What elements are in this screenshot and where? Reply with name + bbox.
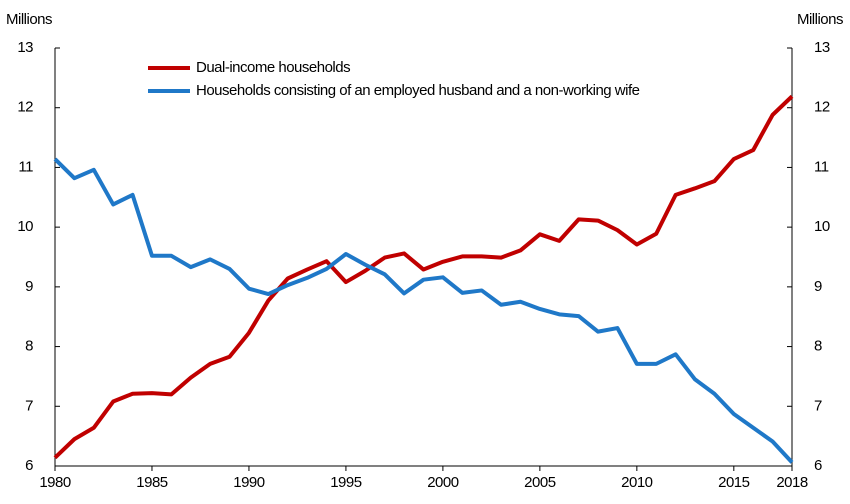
y2-tick-label: 7 bbox=[814, 397, 822, 414]
y2-tick-label: 8 bbox=[814, 338, 822, 355]
y-tick-label: 6 bbox=[25, 457, 33, 474]
y2-tick-label: 11 bbox=[814, 158, 829, 175]
x-tick-label: 2018 bbox=[776, 474, 808, 491]
y2-tick-label: 12 bbox=[814, 99, 830, 116]
x-tick-label: 1985 bbox=[136, 474, 168, 491]
y2-axis-label: Millions bbox=[797, 11, 843, 28]
y-tick-label: 12 bbox=[17, 99, 33, 116]
y-tick-label: 7 bbox=[25, 397, 33, 414]
x-tick-label: 2005 bbox=[524, 474, 556, 491]
series-line bbox=[53, 94, 794, 460]
x-tick-label: 1995 bbox=[330, 474, 362, 491]
y-tick-label: 8 bbox=[25, 338, 33, 355]
x-tick-label: 1980 bbox=[39, 474, 71, 491]
y-tick-label: 13 bbox=[17, 39, 33, 56]
y-tick-label: 9 bbox=[25, 278, 33, 295]
x-tick-label: 1990 bbox=[233, 474, 265, 491]
y-axis-label: Millions bbox=[6, 11, 52, 28]
y2-tick-label: 9 bbox=[814, 278, 822, 295]
y-tick-label: 10 bbox=[17, 218, 33, 235]
legend-label: Households consisting of an employed hus… bbox=[196, 82, 640, 99]
y2-tick-label: 13 bbox=[814, 39, 830, 56]
x-tick-label: 2010 bbox=[621, 474, 653, 491]
y2-tick-label: 10 bbox=[814, 218, 830, 235]
x-tick-label: 2015 bbox=[718, 474, 750, 491]
y2-tick-label: 6 bbox=[814, 457, 822, 474]
legend-label: Dual-income households bbox=[196, 59, 350, 76]
y-tick-label: 11 bbox=[18, 158, 33, 175]
series-line bbox=[53, 157, 794, 464]
x-tick-label: 2000 bbox=[427, 474, 459, 491]
